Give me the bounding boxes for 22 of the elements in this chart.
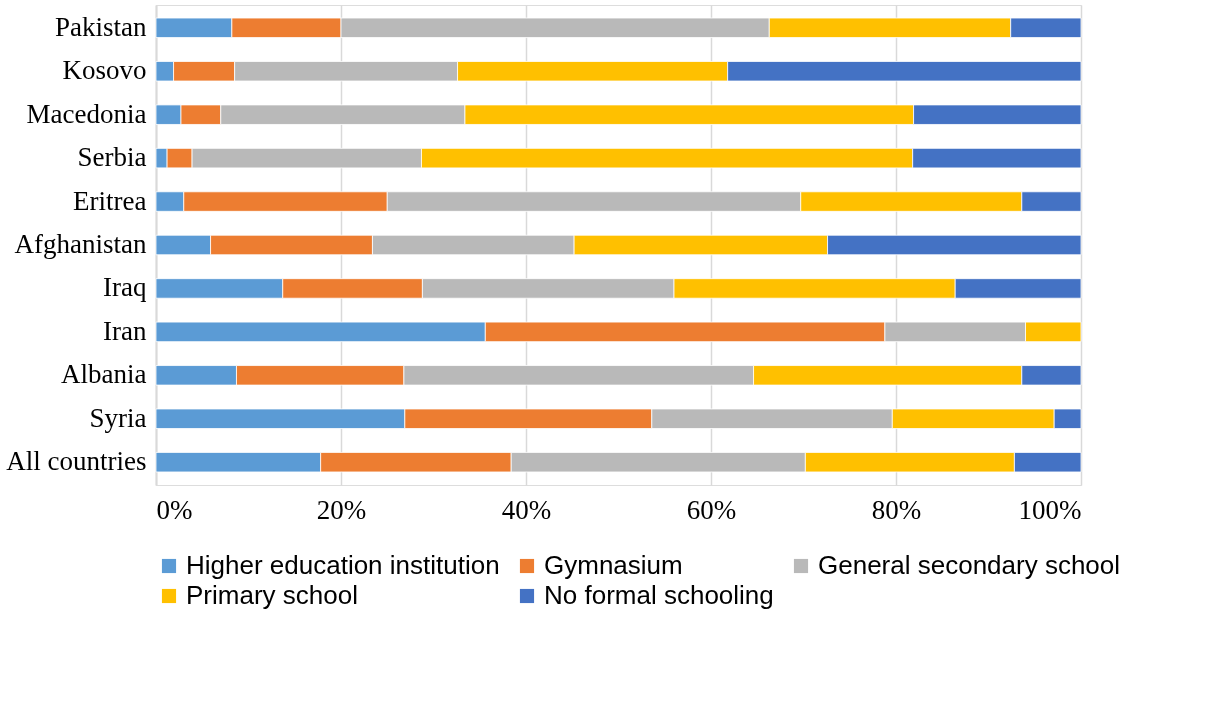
y-tick-label: All countries xyxy=(6,446,147,477)
y-tick-label: Syria xyxy=(89,402,147,433)
x-tick-label: 80% xyxy=(871,494,922,525)
y-tick-label: Iraq xyxy=(103,272,147,303)
x-tick-label: 40% xyxy=(501,494,552,525)
y-tick-label: Pakistan xyxy=(55,11,147,42)
x-tick-label: 0% xyxy=(156,494,193,525)
legend-label: Higher education institution xyxy=(186,550,500,580)
y-tick-label: Serbia xyxy=(77,142,147,173)
y-tick-label: Albania xyxy=(61,359,147,390)
y-tick-label: Afghanistan xyxy=(14,229,147,259)
legend-label: General secondary school xyxy=(818,550,1121,580)
y-tick-label: Iran xyxy=(103,315,147,346)
y-tick-label: Macedonia xyxy=(26,98,147,129)
x-tick-label: 20% xyxy=(316,494,367,525)
y-tick-label: Kosovo xyxy=(62,55,147,86)
legend-label: No formal schooling xyxy=(544,580,774,610)
legend-label: Gymnasium xyxy=(544,550,683,580)
x-tick-label: 100% xyxy=(1018,494,1082,525)
legend-label: Primary school xyxy=(186,580,358,610)
y-tick-label: Eritrea xyxy=(73,185,147,216)
x-tick-label: 60% xyxy=(686,494,737,525)
